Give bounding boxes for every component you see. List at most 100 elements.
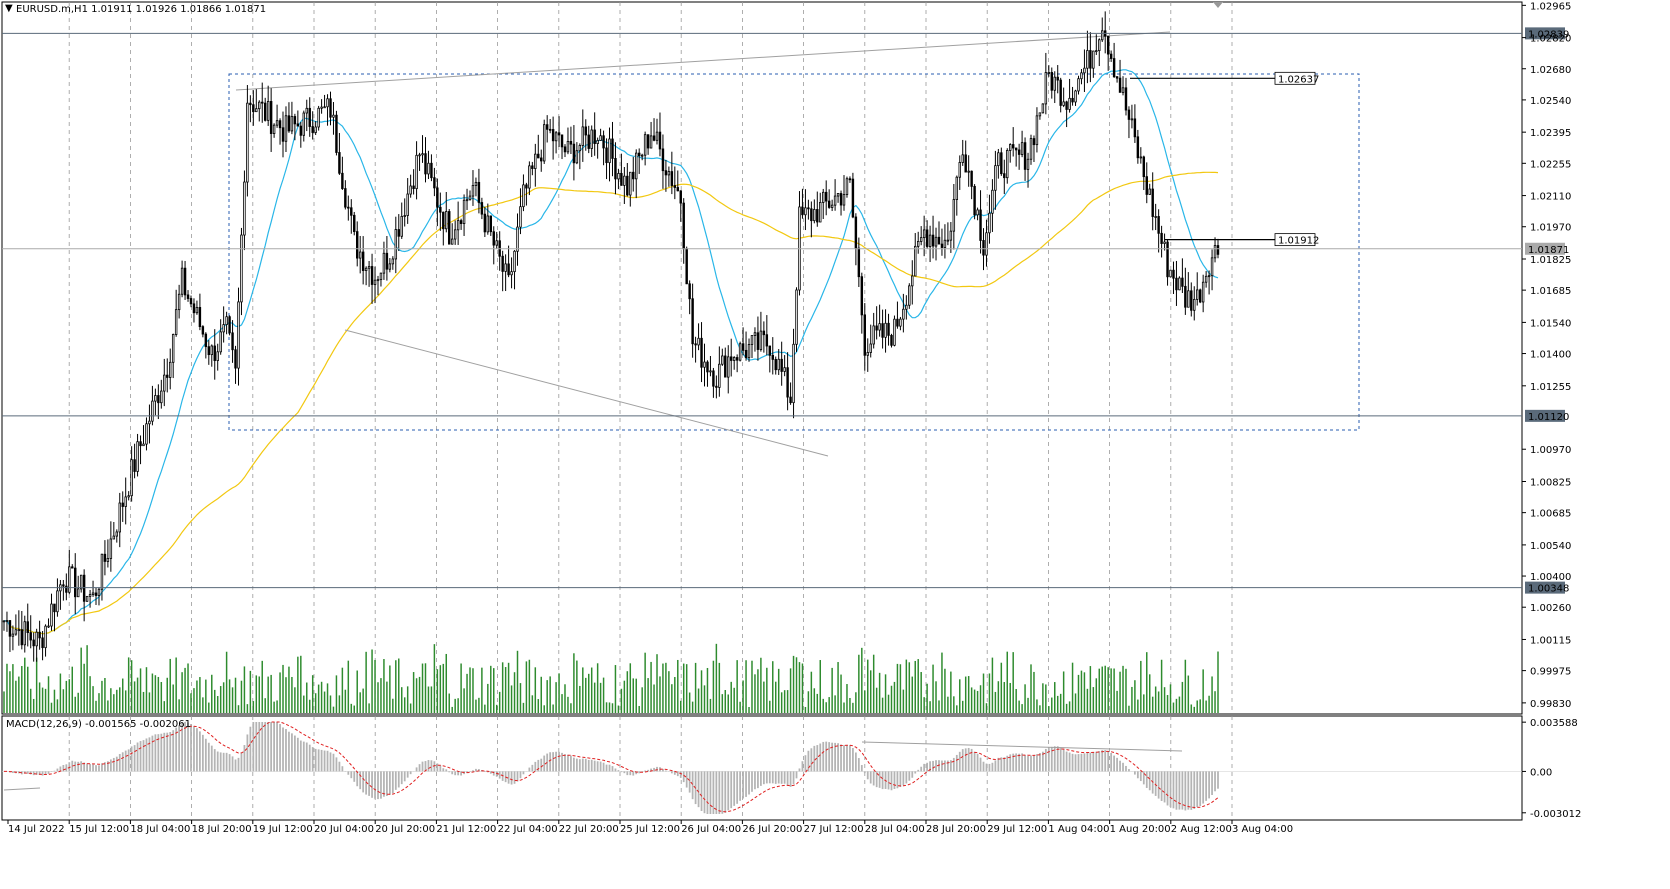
candle-body xyxy=(1095,50,1098,53)
time-label: 20 Jul 04:00 xyxy=(314,824,374,835)
candle-body xyxy=(946,239,950,242)
candle-body xyxy=(614,158,617,180)
upper-trendline xyxy=(235,31,1171,91)
candle-body xyxy=(1009,144,1012,151)
candle-body xyxy=(258,101,261,110)
candle-body xyxy=(884,322,887,338)
candle-body xyxy=(685,248,688,285)
candle-body xyxy=(1089,50,1092,69)
candle-body xyxy=(534,153,537,169)
candle-body xyxy=(1216,245,1220,255)
candle-body xyxy=(786,367,789,398)
candle-body xyxy=(261,101,264,104)
macd-trend-stub xyxy=(3,787,41,791)
price-label: 1.00685 xyxy=(1530,509,1571,520)
candle-body xyxy=(1121,87,1125,93)
candle-body xyxy=(599,135,602,141)
candle-body xyxy=(572,143,576,164)
candle-body xyxy=(192,303,196,314)
candle-body xyxy=(486,215,490,233)
candle-body xyxy=(263,102,267,121)
candle-body xyxy=(35,631,38,647)
candle-body xyxy=(1092,50,1095,69)
candle-body xyxy=(1196,289,1199,300)
candle-body xyxy=(522,184,525,208)
candle-body xyxy=(180,267,184,295)
candle-body xyxy=(347,206,350,209)
candle-body xyxy=(56,590,59,613)
candle-body xyxy=(338,152,341,174)
candle-body xyxy=(275,120,279,126)
candle-body xyxy=(358,251,362,259)
candle-body xyxy=(376,279,380,282)
candle-body xyxy=(566,140,570,153)
candle-body xyxy=(79,574,83,590)
callout-box xyxy=(1274,233,1316,247)
candle-body xyxy=(952,199,956,232)
candle-body xyxy=(427,162,430,175)
price-label: 0.99975 xyxy=(1530,667,1571,678)
candle-body xyxy=(1160,232,1163,244)
candle-body xyxy=(151,400,154,422)
candle-body xyxy=(988,212,991,234)
candle-body xyxy=(596,139,599,144)
candle-body xyxy=(41,637,44,649)
candle-body xyxy=(991,189,994,214)
candle-body xyxy=(792,343,795,404)
price-label: 1.00825 xyxy=(1530,477,1571,488)
ma-fast-line xyxy=(3,69,1219,635)
time-label: 21 Jul 12:00 xyxy=(436,824,496,835)
candle-body xyxy=(20,629,24,646)
candle-body xyxy=(635,152,638,180)
candle-body xyxy=(1210,257,1214,277)
candle-body xyxy=(308,107,311,127)
candle-body xyxy=(344,188,347,208)
candle-body xyxy=(314,126,317,133)
candle-body xyxy=(326,98,329,108)
time-label: 22 Jul 20:00 xyxy=(559,824,619,835)
candle-body xyxy=(492,231,495,246)
candle-body xyxy=(278,120,282,129)
moving-averages xyxy=(3,69,1219,635)
candle-body xyxy=(1080,72,1083,80)
time-label: 28 Jul 04:00 xyxy=(865,824,925,835)
time-label: 15 Jul 12:00 xyxy=(69,824,129,835)
candle-body xyxy=(1044,72,1048,105)
candle-body xyxy=(771,354,774,360)
candle-body xyxy=(183,267,187,296)
candle-body xyxy=(741,343,745,351)
candle-body xyxy=(504,263,507,272)
candle-body xyxy=(353,214,356,233)
candle-body xyxy=(228,316,231,334)
horizontal-levels[interactable]: 1.02839 1.01871 1.01120 1.00348 1.02637 1.019… xyxy=(2,27,1569,595)
candle-body xyxy=(448,211,451,245)
candle-body xyxy=(103,553,107,562)
candle-body xyxy=(836,193,840,197)
candle-body xyxy=(667,171,671,176)
candle-body xyxy=(71,566,74,569)
candle-body xyxy=(848,178,852,181)
candle-body xyxy=(1204,275,1208,283)
shift-marker-icon xyxy=(1213,2,1223,8)
candle-body xyxy=(293,116,297,125)
candle-body xyxy=(14,629,18,635)
candle-body xyxy=(388,263,392,270)
candle-body xyxy=(29,632,32,641)
candle-body xyxy=(715,385,718,388)
dropdown-arrow-icon[interactable]: ▼ xyxy=(5,3,13,14)
candle-body xyxy=(774,358,777,371)
candle-body xyxy=(195,307,199,314)
candle-body xyxy=(925,229,929,247)
candle-body xyxy=(341,172,344,189)
candle-body xyxy=(124,496,127,507)
candle-body xyxy=(26,621,29,633)
candle-body xyxy=(964,154,967,173)
candle-body xyxy=(756,332,760,350)
candle-body xyxy=(1207,275,1211,278)
candle-body xyxy=(430,162,433,179)
candle-body xyxy=(38,631,41,639)
candle-body xyxy=(424,153,427,175)
candle-body xyxy=(1056,76,1059,81)
